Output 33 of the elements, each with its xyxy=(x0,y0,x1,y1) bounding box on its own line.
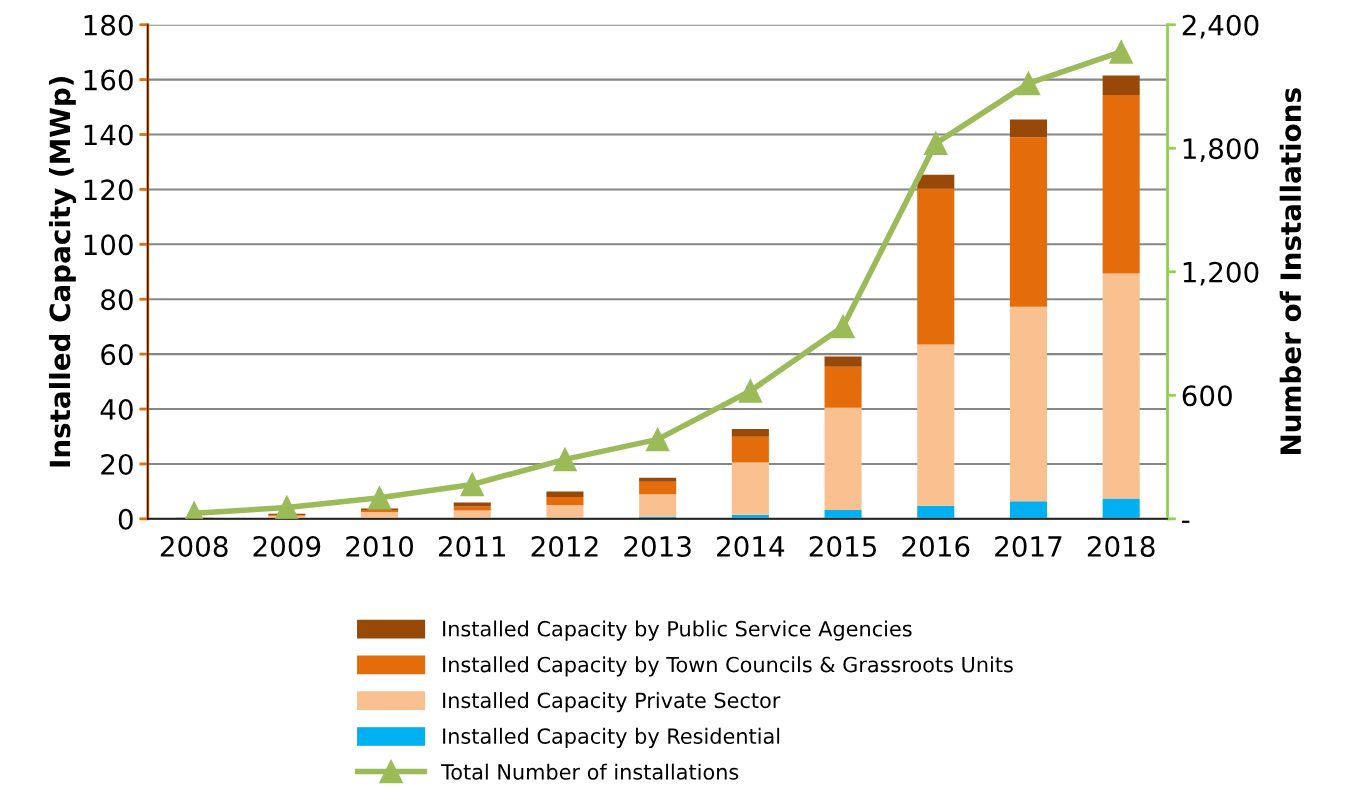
y2-tick-label: - xyxy=(1182,520,1190,523)
x-tick-label: 2013 xyxy=(624,536,691,558)
y-tick-label: 100 xyxy=(84,234,133,256)
y-tick-label: 160 xyxy=(84,69,133,91)
legend-label: Total Number of installations xyxy=(441,763,739,780)
x-tick-label: 2008 xyxy=(160,536,228,558)
y-tick-label: 140 xyxy=(84,124,133,146)
y-axis-title: Installed Capacity (MWp) xyxy=(48,76,77,467)
x-tick-label: 2016 xyxy=(902,536,970,558)
x-tick-label: 2014 xyxy=(717,536,785,558)
y-tick-label: 80 xyxy=(101,289,133,311)
x-tick-label: 2017 xyxy=(995,536,1062,558)
y-tick-label: 120 xyxy=(84,179,133,201)
legend-label: Installed Capacity by Town Councils & Grassroots Units xyxy=(443,656,1013,677)
x-tick-label: 2018 xyxy=(1087,536,1155,558)
y-tick-label: 20 xyxy=(101,453,133,475)
x-tick-label: 2009 xyxy=(253,536,321,558)
y-tick-label: 0 xyxy=(118,508,133,530)
legend-label: Installed Capacity Private Sector xyxy=(443,692,781,713)
y-tick-label: 40 xyxy=(100,398,133,420)
legend-label: Installed Capacity by Residential xyxy=(443,727,780,749)
y2-tick-label: 1,800 xyxy=(1183,138,1259,163)
y-tick-label: 60 xyxy=(101,344,133,366)
x-tick-label: 2012 xyxy=(531,536,598,558)
y2-tick-label: 600 xyxy=(1182,385,1232,407)
y-tick-label: 180 xyxy=(84,14,133,36)
y2-tick-label: 1,200 xyxy=(1183,261,1259,286)
y2-axis-title: Number of Installations xyxy=(1279,88,1302,454)
x-tick-label: 2015 xyxy=(809,536,876,558)
legend-label: Installed Capacity by Public Service Agencies xyxy=(443,620,912,641)
x-tick-label: 2011 xyxy=(438,536,506,558)
x-tick-label: 2010 xyxy=(346,536,414,558)
y2-tick-label: 2,400 xyxy=(1182,14,1259,39)
